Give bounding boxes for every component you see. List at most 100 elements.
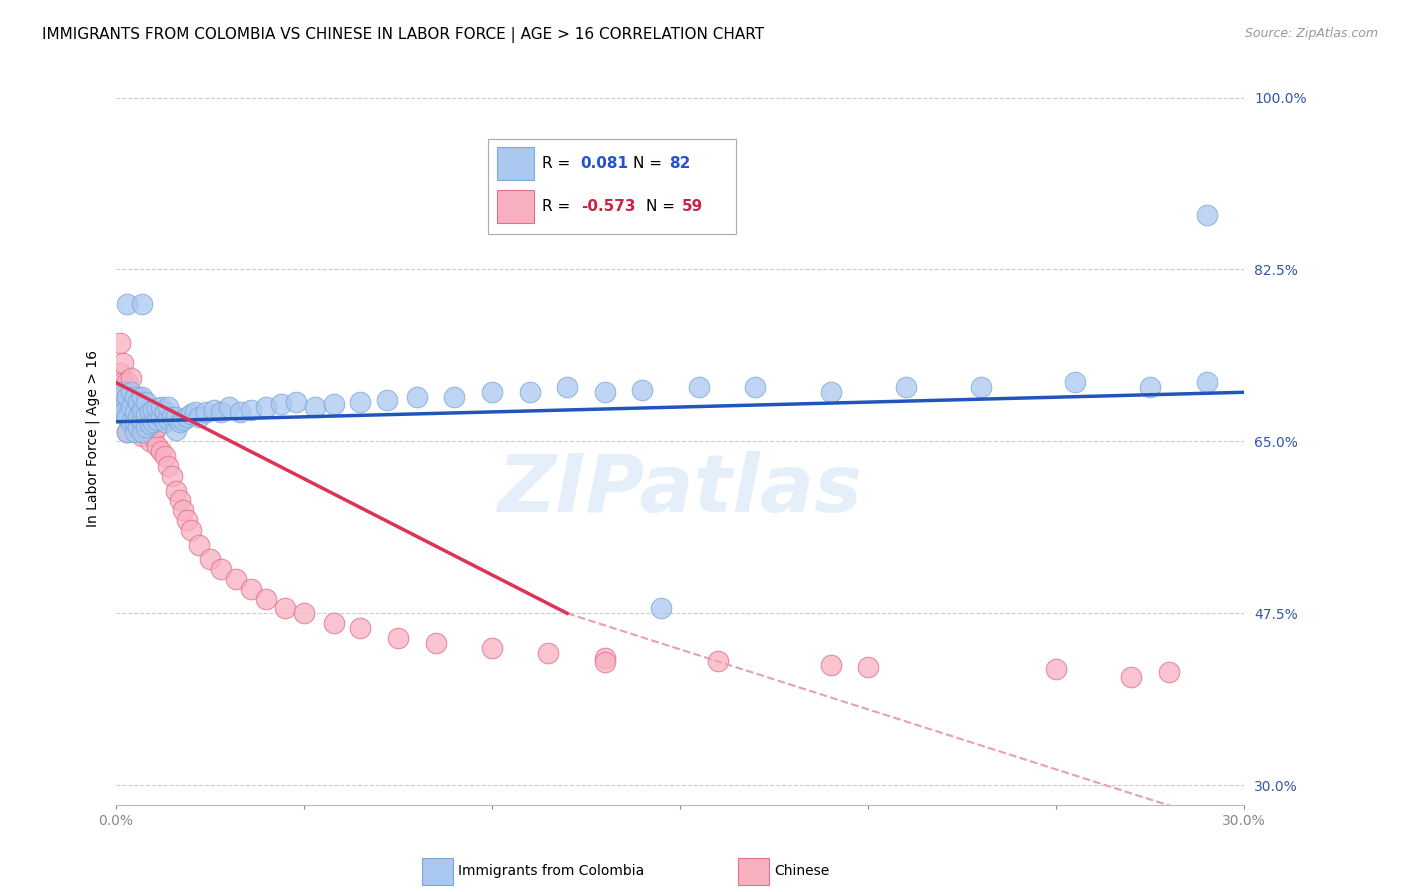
Point [537, 646, 560, 660]
Point [218, 400, 240, 414]
Point [1157, 665, 1180, 680]
Point [198, 552, 221, 566]
Point [292, 607, 315, 621]
Point [323, 397, 346, 411]
Point [131, 390, 153, 404]
FancyBboxPatch shape [488, 139, 737, 234]
Point [173, 503, 195, 517]
Point [120, 385, 142, 400]
Point [160, 468, 183, 483]
Point [146, 401, 169, 415]
Point [108, 366, 131, 380]
Point [187, 537, 209, 551]
Point [115, 425, 138, 439]
Point [135, 419, 157, 434]
Point [146, 419, 169, 434]
Point [180, 523, 202, 537]
Point [970, 380, 993, 394]
Point [481, 640, 503, 655]
Point [425, 636, 447, 650]
Point [1045, 662, 1067, 676]
Point [209, 405, 232, 419]
Point [153, 405, 176, 419]
Point [124, 390, 146, 404]
FancyBboxPatch shape [498, 190, 534, 223]
Point [112, 356, 135, 370]
Text: Source: ZipAtlas.com: Source: ZipAtlas.com [1244, 27, 1378, 40]
Point [688, 380, 710, 394]
Point [135, 395, 157, 409]
Point [894, 380, 917, 394]
Point [135, 405, 157, 419]
Point [157, 400, 180, 414]
Point [225, 572, 247, 586]
Point [270, 397, 292, 411]
Text: Chinese: Chinese [775, 864, 830, 879]
Text: 0.081: 0.081 [581, 156, 628, 170]
Point [112, 376, 135, 390]
Point [169, 493, 191, 508]
Point [176, 513, 198, 527]
Point [820, 658, 842, 673]
Point [173, 413, 195, 427]
Point [1064, 376, 1087, 390]
Point [1195, 209, 1218, 223]
Point [820, 385, 842, 400]
Point [157, 412, 180, 426]
Point [254, 400, 277, 414]
Point [165, 409, 187, 424]
Point [127, 415, 149, 429]
Point [481, 385, 503, 400]
Point [138, 434, 160, 449]
Point [650, 601, 672, 615]
Point [202, 403, 225, 417]
Point [138, 417, 160, 431]
Point [593, 650, 616, 665]
Text: R =: R = [543, 156, 575, 170]
Point [115, 297, 138, 311]
Point [323, 616, 346, 631]
Point [519, 385, 541, 400]
Point [108, 336, 131, 351]
Text: IMMIGRANTS FROM COLOMBIA VS CHINESE IN LABOR FORCE | AGE > 16 CORRELATION CHART: IMMIGRANTS FROM COLOMBIA VS CHINESE IN L… [42, 27, 765, 43]
Point [124, 425, 146, 439]
Point [142, 403, 165, 417]
Text: 82: 82 [669, 156, 690, 170]
Point [240, 403, 263, 417]
Point [115, 390, 138, 404]
Point [108, 385, 131, 400]
Point [153, 449, 176, 463]
Point [135, 425, 157, 439]
Point [138, 415, 160, 429]
Point [349, 621, 371, 635]
Point [149, 444, 172, 458]
Point [593, 385, 616, 400]
Point [120, 400, 142, 414]
Point [153, 415, 176, 429]
Point [131, 413, 153, 427]
Point [131, 425, 153, 439]
Point [142, 415, 165, 429]
Point [187, 409, 209, 424]
Point [184, 405, 207, 419]
Point [706, 655, 728, 669]
Point [127, 419, 149, 434]
Point [124, 415, 146, 429]
Point [180, 407, 202, 421]
Y-axis label: In Labor Force | Age > 16: In Labor Force | Age > 16 [86, 351, 100, 527]
Text: ZIPatlas: ZIPatlas [498, 451, 862, 529]
Point [131, 409, 153, 424]
Point [112, 385, 135, 400]
Point [120, 415, 142, 429]
Text: N =: N = [647, 199, 681, 213]
Point [240, 582, 263, 596]
Point [127, 390, 149, 404]
Point [112, 405, 135, 419]
Point [274, 601, 297, 615]
Point [229, 405, 252, 419]
Point [631, 384, 654, 398]
FancyBboxPatch shape [498, 147, 534, 180]
Point [131, 297, 153, 311]
Point [146, 439, 169, 453]
Point [856, 660, 879, 674]
